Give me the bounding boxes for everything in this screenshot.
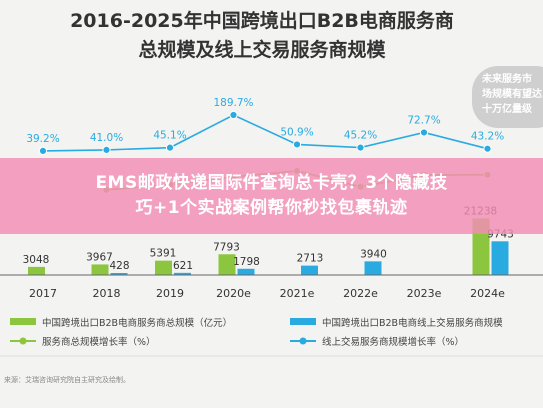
bar-online-2018 [110,273,128,275]
online-growth-label-2020e: 189.7% [213,97,253,109]
callout-box: 未来服务市 场规模有望达 十万亿量级 [472,66,543,128]
legend-dot-total-growth [19,337,27,345]
bar-online-2022e [364,261,382,275]
chart-title-line2: 总规模及线上交易服务商规模 [138,38,386,61]
online-growth-point-2018 [102,145,111,154]
x-tick-2019: 2019 [156,287,184,300]
bar-total-2017 [28,266,45,275]
bar-total-2020e [218,254,236,275]
online-growth-label-2017: 39.2% [26,133,59,145]
bar-online-2024e [491,241,509,275]
bar-online-2019 [174,272,191,275]
online-growth-label-2021e: 50.9% [280,126,313,138]
callout-bg [472,66,543,128]
online-growth-point-2022e [356,143,365,152]
source-text: 来源：艾瑞咨询研究院自主研究及绘制。 [4,375,130,384]
x-tick-2018: 2018 [93,287,121,300]
callout-line3: 十万亿量级 [482,102,533,115]
online-growth-point-2021e [292,140,302,149]
bar-online-2020e [237,268,255,275]
bar-online-label-2019: 621 [173,260,193,272]
x-tick-2024e: 2024e [470,287,505,300]
online-growth-label-2023e: 72.7% [407,114,440,126]
x-tick-2023e: 2023e [407,287,442,300]
x-tick-2022e: 2022e [343,287,378,300]
legend-online-growth: 线上交易服务商规模增长率（%） [322,336,464,348]
bar-total-label-2019: 5391 [150,248,177,260]
callout-line2: 场规模有望达 [482,87,542,100]
online-growth-point-2023e [419,128,429,137]
chart-title-line1: 2016-2025年中国跨境出口B2B电商服务商 [70,9,454,32]
bar-online-label-2022e: 3940 [360,248,387,260]
bar-online-2021e [301,265,318,275]
online-growth-point-2024e [483,144,492,153]
legend: 中国跨境出口B2B电商服务商总规模（亿元） 中国跨境出口B2B电商线上交易服务商… [10,317,503,348]
bar-total-2019 [155,260,172,275]
online-growth-point-2017 [38,146,48,155]
legend-total-growth: 服务商总规模增长率（%） [42,336,156,348]
online-growth-point-2019 [165,143,175,152]
x-tick-2021e: 2021e [280,287,315,300]
legend-swatch-online-scale [290,318,316,325]
bar-total-2018 [91,264,109,275]
x-tick-2020e: 2020e [216,287,251,300]
bar-total-label-2017: 3048 [23,254,50,266]
callout-line1: 未来服务市 [481,72,532,85]
bar-online-label-2021e: 2713 [297,253,324,265]
bar-online-label-2020e: 1798 [233,256,260,268]
legend-online-scale: 中国跨境出口B2B电商线上交易服务商规模 [322,317,503,329]
legend-swatch-total-scale [10,318,36,325]
bar-total-label-2018: 3967 [86,251,113,263]
bar-total-label-2020e: 7793 [213,241,240,253]
online-growth-label-2024e: 43.2% [471,131,504,143]
banner-line2: 巧+1个实战案例帮你秒找包裹轨迹 [135,198,408,218]
online-growth-line [42,114,488,152]
legend-total-scale: 中国跨境出口B2B电商服务商总规模（亿元） [42,317,232,329]
banner-line1: EMS邮政快递国际件查询总卡壳？3个隐藏技 [95,173,448,193]
online-growth-label-2018: 41.0% [90,132,123,144]
online-growth-label-2022e: 45.2% [344,130,377,142]
x-tick-2017: 2017 [29,287,57,300]
overlay-banner: EMS邮政快递国际件查询总卡壳？3个隐藏技 巧+1个实战案例帮你秒找包裹轨迹 [0,158,543,234]
legend-dot-online-growth [299,337,307,345]
online-growth-point-2020e [229,110,238,120]
online-growth-label-2019: 45.1% [153,130,186,142]
bar-online-label-2018: 428 [109,260,129,272]
